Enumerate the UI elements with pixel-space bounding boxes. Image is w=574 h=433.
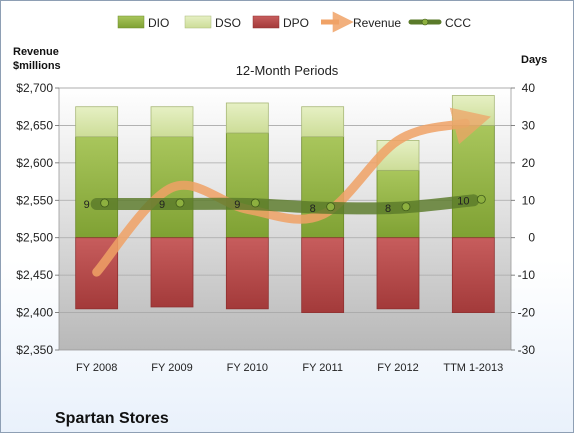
y-left-tick-label: $2,600 bbox=[16, 156, 53, 170]
bar-dpo bbox=[225, 237, 269, 310]
ccc-line bbox=[90, 194, 480, 215]
y-right-tick-label: 40 bbox=[522, 81, 536, 95]
y-right-title: Days bbox=[521, 54, 547, 66]
x-category-label: FY 2008 bbox=[76, 362, 117, 374]
y-right-ticks: -30 -20 -10 0 10 20 30 40 bbox=[511, 81, 535, 357]
bar-dio bbox=[225, 132, 269, 239]
y-left-title-line1: Revenue bbox=[13, 46, 59, 58]
ccc-data-label: 9 bbox=[234, 199, 240, 211]
x-category-label: FY 2009 bbox=[151, 362, 192, 374]
ccc-point bbox=[250, 198, 260, 208]
bar-dpo bbox=[376, 237, 420, 310]
legend-swatch-dio bbox=[117, 15, 145, 29]
ccc-line-layer: 9 9 9 8 8 10 bbox=[84, 194, 486, 215]
y-left-title-line2: $millions bbox=[13, 60, 61, 72]
ccc-point bbox=[326, 202, 336, 212]
bar-dpo bbox=[451, 237, 495, 313]
legend-label-revenue: Revenue bbox=[353, 16, 401, 30]
ccc-data-label: 10 bbox=[457, 195, 469, 207]
y-left-tick-label: $2,500 bbox=[16, 231, 53, 245]
company-name: Spartan Stores bbox=[55, 410, 169, 427]
bar-dso bbox=[150, 106, 194, 138]
x-category-label: FY 2012 bbox=[377, 362, 418, 374]
y-left-ticks: $2,350 $2,400 $2,450 $2,500 $2,550 $2,600 $2,6… bbox=[16, 81, 59, 357]
legend-label-ccc: CCC bbox=[445, 16, 471, 30]
legend-swatch-dso bbox=[184, 15, 212, 29]
revenue-line-layer bbox=[92, 107, 491, 277]
ccc-data-label: 9 bbox=[84, 199, 90, 211]
legend-swatch-ccc-dot bbox=[421, 18, 429, 26]
bar-dio bbox=[75, 136, 119, 239]
ccc-data-label: 8 bbox=[310, 203, 316, 215]
y-left-tick-label: $2,650 bbox=[16, 118, 53, 132]
ccc-data-label: 8 bbox=[385, 203, 391, 215]
bar-dio bbox=[451, 125, 495, 239]
legend-label-dso: DSO bbox=[215, 16, 241, 30]
ccc-point bbox=[175, 198, 185, 208]
legend-swatch-dpo bbox=[252, 15, 280, 29]
legend-label-dio: DIO bbox=[148, 16, 169, 30]
bars bbox=[75, 95, 495, 313]
ccc-point bbox=[100, 198, 110, 208]
legend-label-dpo: DPO bbox=[283, 16, 309, 30]
y-right-tick-label: -10 bbox=[518, 268, 536, 282]
y-right-tick-label: 10 bbox=[522, 193, 536, 207]
x-category-label: FY 2011 bbox=[302, 362, 343, 374]
bar-dso bbox=[75, 106, 119, 138]
y-right-tick-label: 30 bbox=[522, 118, 536, 132]
x-category-labels: FY 2008 FY 2009 FY 2010 FY 2011 FY 2012 TTM 1… bbox=[76, 362, 503, 374]
y-right-tick-label: 20 bbox=[522, 156, 536, 170]
y-left-tick-label: $2,450 bbox=[16, 268, 53, 282]
y-right-tick-label: -30 bbox=[518, 343, 536, 357]
bar-dpo bbox=[150, 237, 194, 308]
chart-title: 12-Month Periods bbox=[236, 63, 339, 78]
y-right-tick-label: -20 bbox=[518, 306, 536, 320]
ccc-data-label: 9 bbox=[159, 199, 165, 211]
ccc-point bbox=[401, 202, 411, 212]
y-left-tick-label: $2,700 bbox=[16, 81, 53, 95]
bar-dso bbox=[301, 106, 345, 138]
y-left-tick-label: $2,550 bbox=[16, 193, 53, 207]
bar-dso bbox=[225, 102, 269, 134]
y-right-tick-label: 0 bbox=[528, 231, 535, 245]
y-left-tick-label: $2,400 bbox=[16, 306, 53, 320]
x-category-label: TTM 1-2013 bbox=[443, 362, 503, 374]
x-category-label: FY 2010 bbox=[227, 362, 268, 374]
revenue-line bbox=[92, 107, 491, 277]
y-left-tick-label: $2,350 bbox=[16, 343, 53, 357]
bar-dpo bbox=[301, 237, 345, 313]
ccc-point bbox=[476, 194, 486, 204]
legend: DIO DSO DPO Revenue CCC bbox=[117, 11, 471, 33]
